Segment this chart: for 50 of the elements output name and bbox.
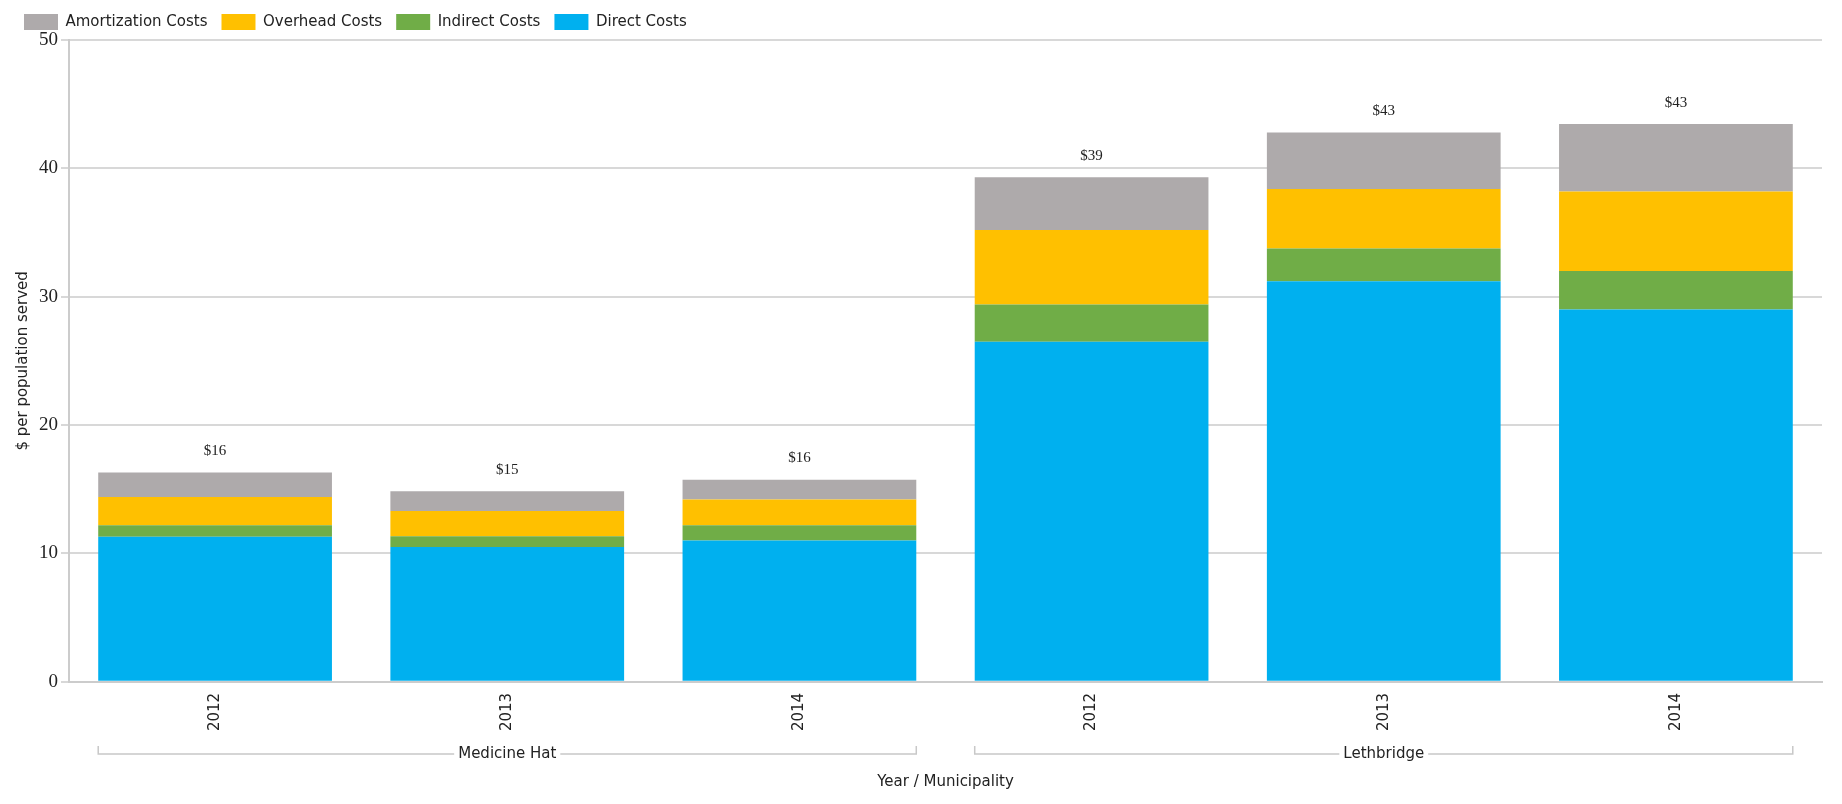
y-tick-label: 40 [39, 156, 58, 178]
bar [98, 496, 332, 526]
bar [974, 177, 1209, 230]
total-label: $16 [203, 442, 227, 459]
total-label: $15 [496, 460, 519, 477]
x-tick-label: 2013 [497, 692, 516, 732]
y-tick-label: 30 [39, 284, 58, 306]
bar [1266, 188, 1501, 249]
y-tick-label: 10 [39, 541, 58, 563]
bar [1266, 281, 1501, 681]
bar [1559, 191, 1793, 272]
bar [1559, 271, 1793, 310]
bar [390, 536, 625, 548]
bar [682, 525, 917, 541]
x-tick-label: 2014 [789, 692, 808, 732]
total-label: $16 [788, 449, 812, 466]
bar [1559, 124, 1793, 192]
legend-label: Direct Costs [595, 11, 687, 30]
x-tick-label: 2012 [1081, 692, 1100, 732]
bar [1559, 309, 1793, 681]
bar [974, 341, 1209, 681]
x-tick-label: 2012 [204, 692, 223, 732]
bar [682, 540, 917, 681]
total-label: $39 [1080, 146, 1103, 163]
bar [682, 499, 917, 526]
x-axis-title: Year / Municipality [876, 771, 1014, 790]
x-tick-label: 2014 [1665, 692, 1684, 732]
bar [1266, 132, 1501, 189]
bar [390, 511, 625, 537]
x-tick-label: 2013 [1373, 692, 1392, 732]
legend-label: Overhead Costs [262, 11, 383, 30]
bar [682, 479, 917, 500]
y-axis-title: $ per population served [12, 271, 31, 451]
bar [1266, 248, 1501, 282]
bar [390, 491, 625, 512]
bar [974, 304, 1209, 342]
y-tick-label: 50 [39, 27, 58, 49]
y-tick-label: 0 [48, 669, 58, 691]
legend-label: Amortization Costs [65, 11, 208, 30]
bar [98, 536, 332, 681]
bar [98, 472, 332, 497]
total-label: $43 [1664, 93, 1688, 110]
total-label: $43 [1372, 101, 1395, 118]
legend-label: Indirect Costs [437, 11, 541, 30]
text: Lethbridge [1343, 743, 1425, 762]
text: Medicine Hat [458, 743, 557, 762]
bar [98, 525, 332, 537]
bar [974, 229, 1209, 305]
bar [390, 547, 625, 681]
y-tick-label: 20 [39, 413, 58, 435]
